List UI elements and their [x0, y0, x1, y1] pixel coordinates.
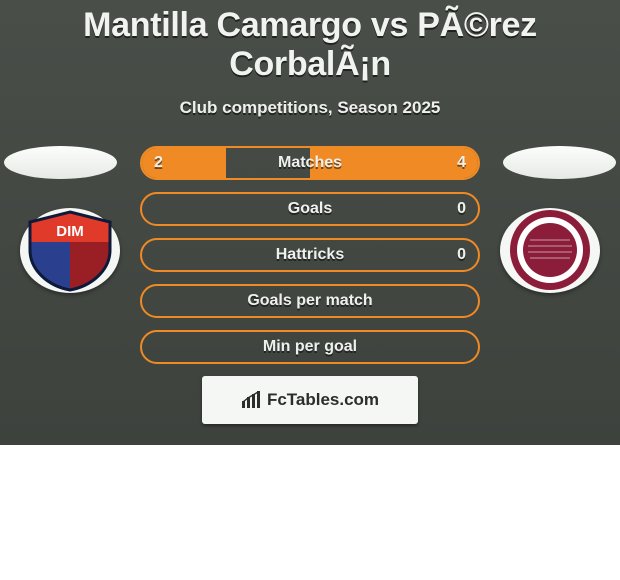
player-right-crest [500, 208, 600, 293]
stat-rows: 2 Matches 4 Goals 0 Hattricks 0 [140, 146, 480, 364]
stat-label: Goals per match [142, 286, 478, 316]
stat-row-matches: 2 Matches 4 [140, 146, 480, 180]
crest-right-icon [500, 208, 600, 293]
crest-left-text: DIM [56, 223, 84, 240]
stat-row-goals-per-match: Goals per match [140, 284, 480, 318]
stat-label: Matches [142, 148, 478, 178]
brand-box: FcTables.com [202, 376, 418, 424]
stat-value-right: 0 [457, 240, 466, 270]
stat-label: Min per goal [142, 332, 478, 362]
stat-row-hattricks: Hattricks 0 [140, 238, 480, 272]
player-left-crest: DIM [20, 208, 120, 293]
page-title: Mantilla Camargo vs PÃ©rez CorbalÃ¡n [0, 6, 620, 84]
stat-row-goals: Goals 0 [140, 192, 480, 226]
stat-row-min-per-goal: Min per goal [140, 330, 480, 364]
player-left-oval [4, 146, 117, 179]
stat-label: Goals [142, 194, 478, 224]
player-right-oval [503, 146, 616, 179]
comparison-card: Mantilla Camargo vs PÃ©rez CorbalÃ¡n Clu… [0, 0, 620, 445]
brand: FcTables.com [241, 390, 379, 410]
stat-label: Hattricks [142, 240, 478, 270]
stat-value-right: 0 [457, 194, 466, 224]
date-text: 19 february 2025 [0, 442, 620, 445]
subtitle: Club competitions, Season 2025 [0, 98, 620, 118]
content-area: DIM 2 [0, 146, 620, 445]
brand-text: FcTables.com [267, 390, 379, 410]
bar-chart-icon [241, 391, 263, 409]
crest-left-icon: DIM [20, 208, 120, 293]
stat-value-right: 4 [457, 148, 466, 178]
